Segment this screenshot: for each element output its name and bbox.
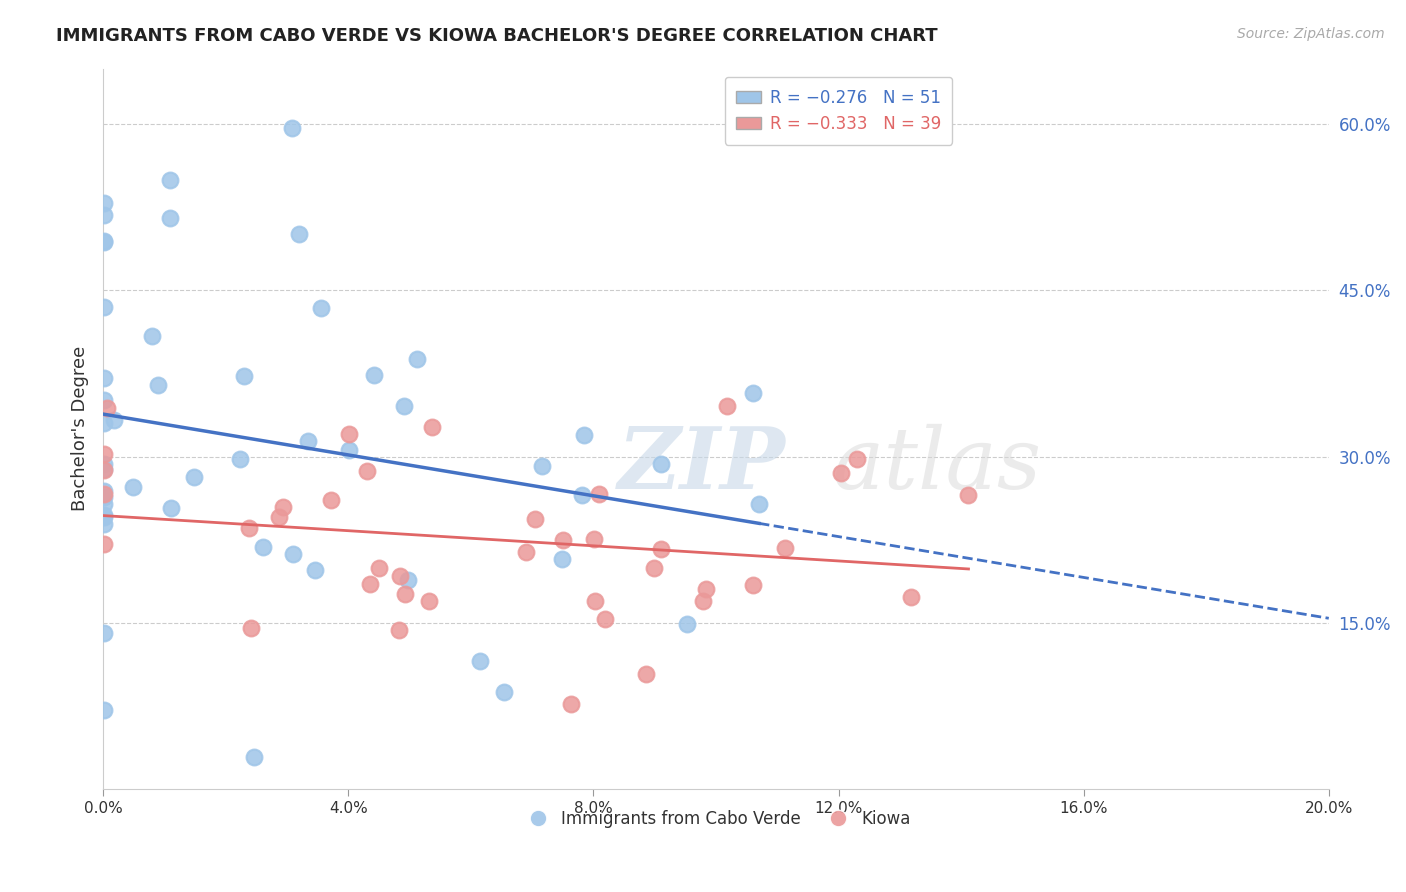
Point <box>492 685 515 699</box>
Point <box>228 451 250 466</box>
Point <box>93 234 115 248</box>
Point <box>337 443 360 458</box>
Point <box>93 300 115 314</box>
Point <box>93 196 115 211</box>
Point <box>368 561 391 575</box>
Point <box>396 573 419 587</box>
Point <box>93 484 115 499</box>
Point <box>523 512 546 526</box>
Point <box>271 500 294 515</box>
Point <box>846 451 869 466</box>
Point <box>359 577 381 591</box>
Point <box>281 120 304 135</box>
Point <box>96 401 118 415</box>
Point <box>121 480 143 494</box>
Point <box>319 493 342 508</box>
Point <box>93 235 115 249</box>
Point <box>695 582 717 596</box>
Point <box>356 463 378 477</box>
Point <box>93 457 115 471</box>
Point <box>742 578 765 592</box>
Point <box>531 458 554 473</box>
Point <box>93 516 115 531</box>
Point <box>588 487 610 501</box>
Point <box>583 594 606 608</box>
Point <box>634 667 657 681</box>
Point <box>560 698 582 712</box>
Point <box>830 466 852 480</box>
Point <box>392 399 415 413</box>
Point <box>93 498 115 512</box>
Point <box>742 385 765 400</box>
Point <box>716 399 738 413</box>
Text: IMMIGRANTS FROM CABO VERDE VS KIOWA BACHELOR'S DEGREE CORRELATION CHART: IMMIGRANTS FROM CABO VERDE VS KIOWA BACH… <box>56 27 938 45</box>
Point <box>553 533 575 548</box>
Text: atlas: atlas <box>832 424 1042 507</box>
Point <box>93 490 115 504</box>
Point <box>650 457 672 471</box>
Point <box>676 617 699 632</box>
Point <box>692 594 714 608</box>
Point <box>93 703 115 717</box>
Point <box>748 497 770 511</box>
Point <box>183 470 205 484</box>
Point <box>93 393 115 408</box>
Point <box>159 173 181 187</box>
Point <box>93 462 115 476</box>
Point <box>103 413 125 427</box>
Point <box>643 561 665 575</box>
Legend: Immigrants from Cabo Verde, Kiowa: Immigrants from Cabo Verde, Kiowa <box>515 804 917 835</box>
Point <box>394 587 416 601</box>
Point <box>160 500 183 515</box>
Point <box>283 547 305 561</box>
Point <box>773 541 796 555</box>
Point <box>93 416 115 430</box>
Point <box>468 654 491 668</box>
Point <box>593 612 616 626</box>
Point <box>388 569 411 583</box>
Point <box>238 521 260 535</box>
Point <box>233 369 256 384</box>
Y-axis label: Bachelor's Degree: Bachelor's Degree <box>72 346 89 511</box>
Point <box>243 749 266 764</box>
Point <box>363 368 385 382</box>
Point <box>252 541 274 555</box>
Point <box>141 329 163 343</box>
Point <box>957 488 980 502</box>
Point <box>239 621 262 635</box>
Point <box>574 428 596 442</box>
Point <box>515 545 537 559</box>
Point <box>288 227 311 241</box>
Point <box>93 487 115 501</box>
Point <box>418 593 440 607</box>
Point <box>311 301 333 315</box>
Text: Source: ZipAtlas.com: Source: ZipAtlas.com <box>1237 27 1385 41</box>
Point <box>337 427 360 442</box>
Point <box>93 510 115 524</box>
Point <box>93 625 115 640</box>
Point <box>93 508 115 523</box>
Point <box>650 542 672 557</box>
Point <box>551 552 574 566</box>
Point <box>583 532 606 546</box>
Point <box>388 623 411 637</box>
Point <box>900 590 922 604</box>
Point <box>93 370 115 384</box>
Point <box>159 211 181 226</box>
Point <box>93 208 115 222</box>
Point <box>422 420 444 434</box>
Point <box>571 488 593 502</box>
Point <box>146 377 169 392</box>
Point <box>304 563 326 577</box>
Point <box>297 434 319 448</box>
Point <box>93 446 115 460</box>
Point <box>405 351 427 366</box>
Point <box>93 463 115 477</box>
Point <box>267 510 290 524</box>
Text: ZIP: ZIP <box>617 423 786 507</box>
Point <box>93 537 115 551</box>
